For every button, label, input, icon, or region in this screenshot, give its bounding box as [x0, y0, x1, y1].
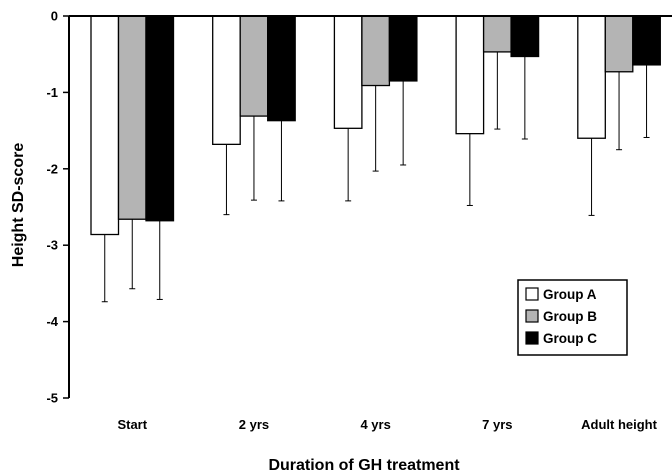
y-tick-label: 0: [51, 9, 58, 24]
bar: [333, 15, 363, 129]
x-tick-label: Start: [117, 417, 147, 432]
bar: [482, 15, 512, 53]
legend-label: Group C: [543, 331, 597, 346]
legend: Group A Group B Group C: [517, 279, 628, 356]
bar: [632, 15, 661, 66]
x-tick-label: 4 yrs: [360, 417, 390, 432]
x-axis-title: Duration of GH treatment: [268, 457, 460, 474]
bar: [388, 15, 418, 82]
legend-swatch: [525, 287, 539, 301]
bar: [510, 15, 540, 58]
legend-swatch: [525, 309, 539, 323]
bar: [455, 15, 485, 135]
plot-area: [68, 15, 672, 398]
x-tick-label: 2 yrs: [239, 417, 269, 432]
y-tick-label: -4: [46, 314, 58, 329]
y-tick-label: -2: [46, 161, 58, 176]
y-axis-title: Height SD-score: [10, 143, 27, 268]
y-tick-label: -5: [46, 391, 58, 406]
bar: [361, 15, 391, 87]
bar: [604, 15, 634, 73]
y-tick-label: -3: [46, 238, 58, 253]
legend-label: Group A: [543, 287, 597, 302]
bar: [117, 15, 147, 220]
bar: [145, 15, 175, 222]
bar: [90, 15, 120, 236]
bar: [212, 15, 241, 146]
x-axis: Start 2 yrs 4 yrs 7 yrs Adult height: [117, 417, 657, 432]
y-axis: 0 -1 -2 -3 -4 -5: [46, 9, 69, 406]
legend-label: Group B: [543, 309, 597, 324]
bar: [267, 15, 296, 122]
bar: [239, 15, 269, 117]
y-tick-label: -1: [46, 85, 58, 100]
x-tick-label: 7 yrs: [482, 417, 512, 432]
legend-swatch: [525, 331, 539, 345]
x-tick-label: Adult height: [581, 417, 657, 432]
bar: [577, 15, 606, 139]
